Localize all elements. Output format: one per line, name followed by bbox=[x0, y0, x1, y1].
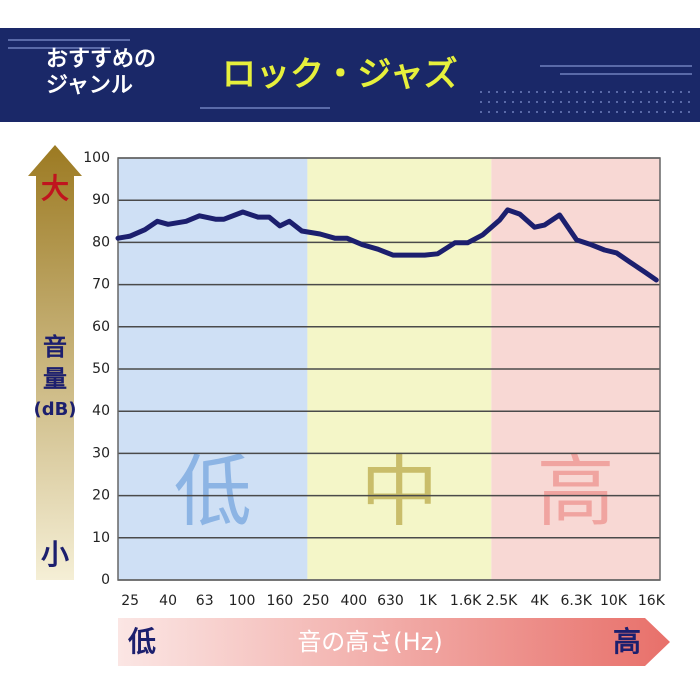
y-tick-label: 80 bbox=[92, 234, 110, 250]
y-label: (dB) bbox=[33, 399, 76, 420]
y-tick-label: 60 bbox=[92, 319, 110, 335]
x-tick-label: 40 bbox=[159, 593, 177, 609]
x-low: 低 bbox=[127, 625, 156, 658]
x-tick-label: 2.5K bbox=[486, 593, 518, 609]
y-tick-label: 70 bbox=[92, 277, 110, 293]
y-tick-label: 10 bbox=[92, 530, 110, 546]
x-tick-label: 16K bbox=[638, 593, 666, 609]
plot: 低 中 高 0 10 20 30 40 50 60 70 80 90 100 25 40 63 100 160 250… bbox=[83, 150, 665, 609]
header-label: おすすめの bbox=[46, 47, 156, 72]
volume-arrow bbox=[28, 145, 82, 580]
y-label: 量 bbox=[43, 365, 67, 393]
y-tick-label: 0 bbox=[101, 572, 110, 588]
x-tick-label: 1K bbox=[419, 593, 438, 609]
header-decoration bbox=[8, 39, 692, 113]
y-tick-label: 50 bbox=[92, 361, 110, 377]
pitch-arrow bbox=[118, 618, 670, 666]
header-title: ロック・ジャズ bbox=[222, 55, 458, 95]
band-label: 低 bbox=[174, 447, 252, 537]
y-tick-label: 30 bbox=[92, 445, 110, 461]
x-tick-label: 6.3K bbox=[560, 593, 592, 609]
x-tick-label: 250 bbox=[303, 593, 330, 609]
y-high: 大 bbox=[41, 172, 69, 205]
x-tick-label: 100 bbox=[229, 593, 256, 609]
y-tick-label: 90 bbox=[92, 192, 110, 208]
x-tick-label: 63 bbox=[196, 593, 214, 609]
x-tick-label: 160 bbox=[267, 593, 294, 609]
plot-border bbox=[117, 157, 661, 581]
header-label: ジャンル bbox=[46, 73, 133, 98]
y-label: 音 bbox=[43, 333, 67, 361]
y-tick-label: 40 bbox=[92, 403, 110, 419]
y-tick-label: 20 bbox=[92, 488, 110, 504]
band-label: 高 bbox=[537, 447, 615, 537]
x-label: 音の高さ(Hz) bbox=[297, 628, 442, 656]
y-low: 小 bbox=[41, 538, 69, 571]
x-tick-label: 4K bbox=[531, 593, 550, 609]
x-tick-label: 400 bbox=[340, 593, 367, 609]
data-line bbox=[115, 207, 659, 283]
x-tick-label: 630 bbox=[377, 593, 404, 609]
x-high: 高 bbox=[613, 625, 641, 658]
x-tick-label: 25 bbox=[121, 593, 139, 609]
x-tick-label: 10K bbox=[600, 593, 628, 609]
x-tick-label: 1.6K bbox=[450, 593, 482, 609]
y-tick-label: 100 bbox=[83, 150, 110, 166]
band-label: 中 bbox=[360, 447, 438, 537]
